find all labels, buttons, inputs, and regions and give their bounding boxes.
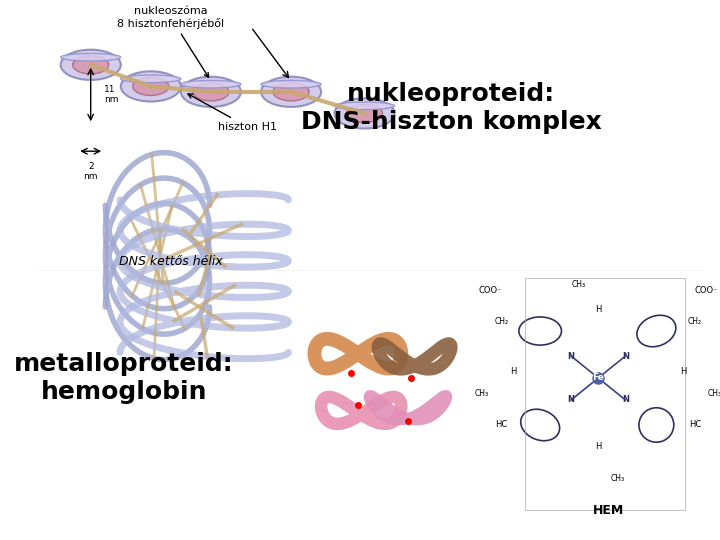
Ellipse shape xyxy=(261,80,321,88)
Ellipse shape xyxy=(335,98,395,129)
Text: metalloproteid:
hemoglobin: metalloproteid: hemoglobin xyxy=(14,352,234,404)
Text: CH₃: CH₃ xyxy=(611,474,625,483)
Ellipse shape xyxy=(346,104,382,123)
Text: N: N xyxy=(567,395,575,404)
Text: CH₃: CH₃ xyxy=(475,389,489,398)
Ellipse shape xyxy=(132,77,168,96)
Text: H: H xyxy=(510,367,516,376)
Ellipse shape xyxy=(335,102,395,110)
Text: hiszton H1: hiszton H1 xyxy=(188,94,276,132)
Text: HC: HC xyxy=(689,421,701,429)
Text: H: H xyxy=(595,442,601,451)
Text: Fe: Fe xyxy=(593,374,604,382)
Text: COO⁻: COO⁻ xyxy=(695,286,719,295)
Text: CH₂: CH₂ xyxy=(495,317,508,326)
Ellipse shape xyxy=(273,83,309,101)
Ellipse shape xyxy=(261,77,321,107)
Text: H: H xyxy=(680,367,687,376)
Text: CH₂: CH₂ xyxy=(688,317,702,326)
Text: 11
nm: 11 nm xyxy=(104,85,119,104)
Text: N: N xyxy=(567,352,575,361)
Text: DNS kettős hélix: DNS kettős hélix xyxy=(119,255,222,268)
Text: HC: HC xyxy=(495,421,508,429)
Ellipse shape xyxy=(60,53,121,61)
Ellipse shape xyxy=(181,80,241,88)
Text: CH₃: CH₃ xyxy=(572,280,586,288)
Ellipse shape xyxy=(73,56,109,74)
Ellipse shape xyxy=(121,71,181,102)
Text: nukleoproteid:
DNS-hiszton komplex: nukleoproteid: DNS-hiszton komplex xyxy=(301,82,602,134)
Text: N: N xyxy=(622,395,629,404)
Text: HEM: HEM xyxy=(593,504,624,517)
Ellipse shape xyxy=(193,83,229,101)
Ellipse shape xyxy=(181,77,241,107)
Text: H: H xyxy=(595,305,601,314)
Text: 2
nm: 2 nm xyxy=(84,162,98,181)
Ellipse shape xyxy=(60,50,121,80)
Text: N: N xyxy=(622,352,629,361)
Text: CH₃: CH₃ xyxy=(708,389,720,398)
Text: COO⁻: COO⁻ xyxy=(478,286,502,295)
Text: nukleoszóma
8 hisztonfehérjéből: nukleoszóma 8 hisztonfehérjéből xyxy=(117,6,225,77)
Ellipse shape xyxy=(121,75,181,83)
